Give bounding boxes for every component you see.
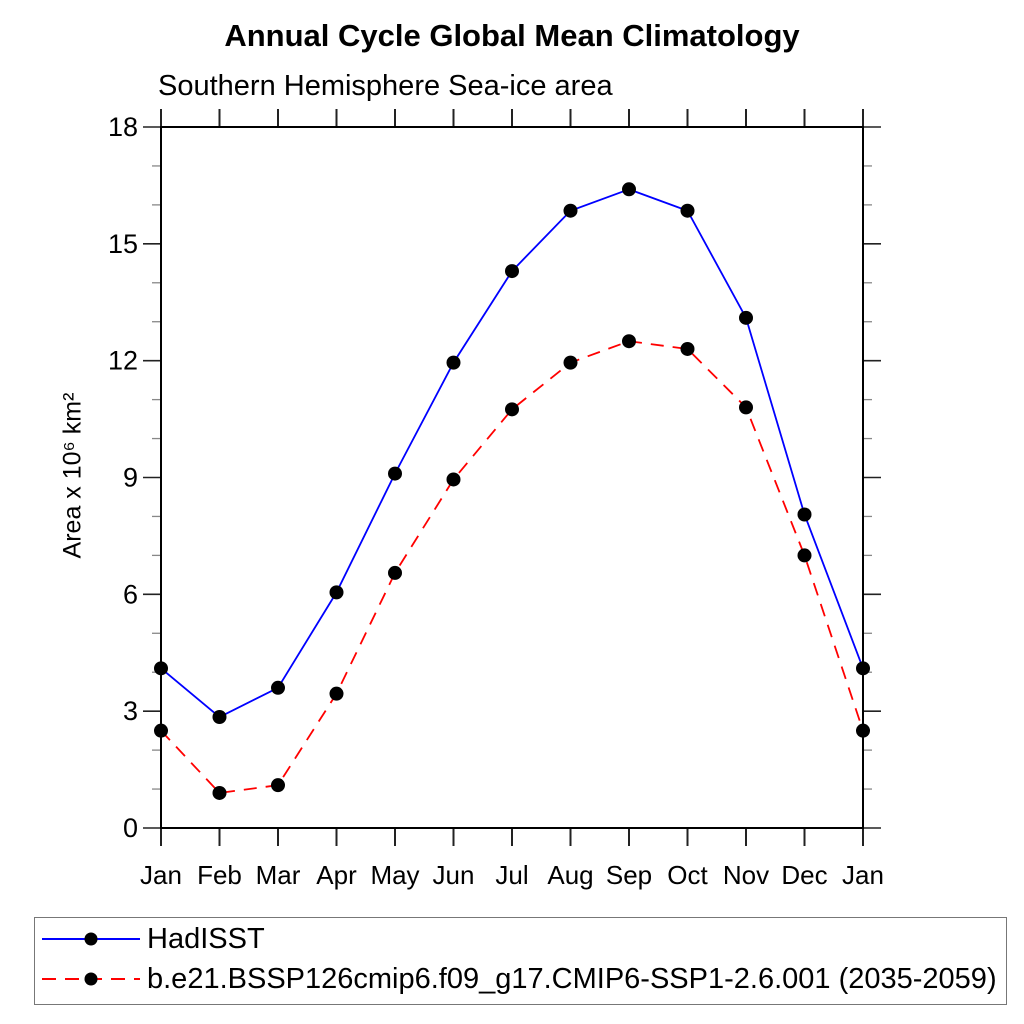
y-tick-label: 18 (108, 112, 138, 142)
data-point-marker (563, 203, 578, 218)
x-tick-label: Jun (433, 860, 475, 890)
plot-border (160, 126, 864, 829)
data-point-marker (856, 723, 870, 738)
x-tick-label: Feb (197, 860, 242, 890)
data-point-marker (680, 203, 695, 218)
x-tick-label: Mar (256, 860, 301, 890)
data-point-marker (271, 680, 285, 695)
data-point-marker (680, 341, 695, 356)
data-point-marker (271, 778, 285, 793)
legend-label-hadisst: HadISST (147, 922, 265, 955)
data-point-marker (388, 565, 402, 580)
data-point-marker (212, 785, 227, 800)
legend-label-model: b.e21.BSSP126cmip6.f09_g17.CMIP6-SSP1-2.… (147, 962, 997, 995)
data-point-marker (388, 466, 402, 481)
x-tick-label: Jul (495, 860, 528, 890)
y-tick-label: 9 (123, 463, 138, 493)
data-point-marker (622, 182, 636, 197)
data-point-marker (446, 355, 461, 370)
data-point-marker (563, 355, 578, 370)
x-tick-label: Sep (606, 860, 652, 890)
data-point-marker (797, 548, 812, 563)
y-tick-label: 0 (123, 813, 138, 843)
x-tick-label: Oct (667, 860, 708, 890)
x-tick-label: Aug (547, 860, 593, 890)
chart-subtitle: Southern Hemisphere Sea-ice area (158, 70, 613, 102)
data-point-marker (446, 472, 461, 487)
data-point-marker (622, 334, 636, 349)
legend-item-model: b.e21.BSSP126cmip6.f09_g17.CMIP6-SSP1-2.… (35, 959, 1006, 999)
x-tick-label: Jan (842, 860, 884, 890)
x-tick-label: Dec (781, 860, 827, 890)
legend-line-marker-icon (42, 972, 140, 986)
data-point-marker (739, 400, 753, 415)
y-tick-label: 15 (108, 229, 138, 259)
legend-box: HadISST b.e21.BSSP126cmip6.f09_g17.CMIP6… (34, 917, 1007, 1005)
data-point-marker (154, 723, 168, 738)
data-point-marker (505, 264, 519, 279)
data-point-marker (154, 661, 168, 676)
data-point-marker (739, 310, 753, 325)
data-point-marker (329, 585, 344, 600)
x-tick-label: Nov (723, 860, 769, 890)
x-tick-label: May (370, 860, 419, 890)
y-tick-label: 6 (123, 579, 138, 609)
x-tick-label: Jan (140, 860, 182, 890)
chart-title: Annual Cycle Global Mean Climatology (224, 18, 800, 53)
y-tick-label: 12 (108, 346, 138, 376)
data-point-marker (329, 686, 344, 701)
data-point-marker (212, 710, 227, 725)
data-point-marker (856, 661, 870, 676)
y-tick-label: 3 (123, 696, 138, 726)
data-point-marker (505, 402, 519, 417)
legend-item-hadisst: HadISST (35, 919, 1006, 959)
data-point-marker (797, 507, 812, 522)
legend-line-marker-icon (42, 932, 140, 946)
x-tick-label: Apr (316, 860, 357, 890)
